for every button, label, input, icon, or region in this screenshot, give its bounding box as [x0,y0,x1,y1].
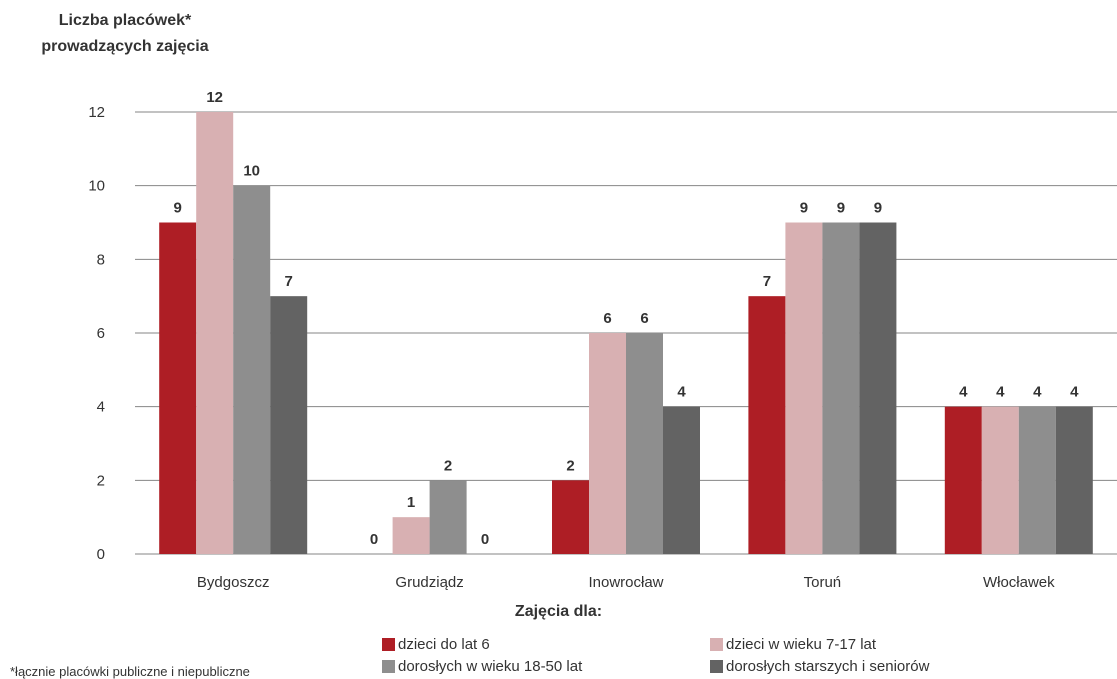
bar-3 [1018,406,1056,554]
bar-4 [859,222,897,554]
legend-swatch-series-2 [710,637,723,651]
data-label: 2 [444,457,452,474]
data-label: 12 [206,89,223,106]
data-label: 1 [407,494,415,511]
bar-2 [392,517,430,554]
bar-3 [429,480,467,554]
y-tick-label: 4 [97,399,105,416]
y-axis-title-line1: Liczba placówek* [58,12,192,29]
y-axis-title-line2: prowadzących zajęcia [41,38,209,55]
x-tick-label: Bydgoszcz [197,574,270,591]
bar-1 [748,296,786,554]
data-label: 0 [370,531,378,548]
footnote: *łącznie placówki publiczne i niepublicz… [10,664,250,679]
bar-3 [233,185,271,554]
bar-2 [196,112,234,554]
bar-2 [589,333,626,554]
legend: dzieci do lat 6 dzieci w wieku 7-17 lat … [382,634,1082,678]
bar-4 [1055,406,1093,554]
bar-1 [159,222,197,554]
data-label: 9 [174,200,182,217]
data-label: 4 [959,384,968,401]
bar-1 [552,480,589,554]
y-tick-label: 8 [97,251,105,268]
data-label: 4 [996,384,1005,401]
bar-3 [626,333,663,554]
x-tick-label: Inowrocław [588,574,663,591]
y-tick-label: 12 [88,104,105,121]
legend-item-series-2: dzieci w wieku 7-17 lat [710,634,876,654]
legend-label-series-4: dorosłych starszych i seniorów [726,657,930,675]
data-label: 4 [677,384,686,401]
legend-label-series-3: dorosłych w wieku 18-50 lat [398,657,583,675]
legend-item-series-4: dorosłych starszych i seniorów [710,656,929,676]
bar-2 [785,222,823,554]
data-label: 4 [1033,384,1042,401]
data-label: 9 [837,200,845,217]
data-label: 0 [481,531,489,548]
bar-1 [944,406,982,554]
legend-swatch-series-4 [710,659,723,673]
legend-item-series-1: dzieci do lat 6 [382,634,490,654]
bar-4 [663,406,700,554]
data-label: 9 [800,200,808,217]
data-label: 4 [1070,384,1079,401]
x-tick-label: Grudziądz [395,574,463,591]
x-tick-label: Włocławek [983,574,1055,591]
legend-label-series-2: dzieci w wieku 7-17 lat [726,635,877,653]
data-label: 6 [603,310,611,327]
data-label: 7 [763,273,771,290]
legend-swatch-series-3 [382,659,395,673]
data-label: 9 [874,200,882,217]
bar-3 [822,222,860,554]
data-label: 7 [285,273,293,290]
y-tick-label: 0 [97,546,105,563]
bar-4 [270,296,308,554]
y-tick-label: 10 [88,178,105,195]
x-axis-title: Zajęcia dla: [514,603,603,620]
data-label: 10 [243,163,260,180]
legend-item-series-3: dorosłych w wieku 18-50 lat [382,656,582,676]
y-axis-title: Liczba placówek* prowadzących zajęcia [0,8,250,60]
legend-swatch-series-1 [382,637,395,651]
y-tick-label: 6 [97,325,105,342]
data-label: 2 [566,457,574,474]
legend-label-series-1: dzieci do lat 6 [398,635,490,653]
y-tick-label: 2 [97,472,105,489]
bar-2 [981,406,1019,554]
data-label: 6 [640,310,648,327]
x-tick-label: Toruń [804,574,842,591]
